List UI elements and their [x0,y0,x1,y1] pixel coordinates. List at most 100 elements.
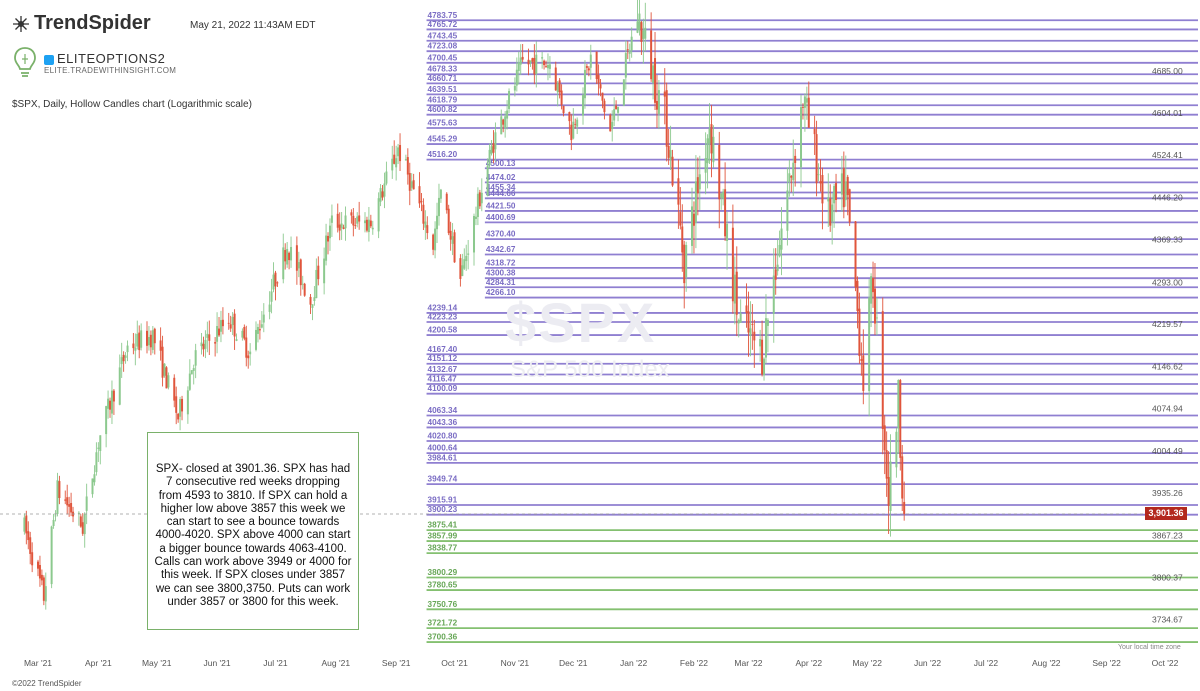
y-tick-label-9: 4004.49 [1152,446,1183,456]
candle [488,143,491,169]
candle [120,342,123,378]
candle [720,192,723,210]
resistance-level-label-23: 4284.31 [486,278,516,287]
support-level-label-0: 3875.41 [428,521,458,530]
candle [256,323,259,343]
twitter-icon [44,54,54,65]
x-tick-label-1: Apr '21 [85,658,112,668]
candle [554,61,557,91]
candle [221,307,224,335]
candle [642,18,645,64]
candle [691,187,694,254]
y-tick-label-8: 4074.94 [1152,404,1183,414]
candle [377,192,380,239]
candle [546,53,549,81]
candle [66,484,69,515]
candle [190,370,193,375]
resistance-level-label-28: 4167.40 [428,345,458,354]
candle [881,297,884,455]
candle [486,158,489,197]
y-tick-label-11: 3867.23 [1152,530,1183,540]
resistance-level-label-8: 4618.79 [428,96,458,105]
candle [140,323,143,351]
candle [233,309,236,350]
candle [282,233,285,284]
candle [558,78,561,99]
candle [463,248,466,270]
candle [235,333,238,342]
candle [188,359,191,391]
candle [105,405,108,448]
candle [313,286,316,306]
candle [297,251,300,278]
candle [309,294,312,314]
candle [597,64,600,96]
candle [288,251,291,270]
candle [258,320,261,340]
candle [638,0,641,36]
candle [192,364,195,385]
candle [64,490,67,505]
candle [835,173,838,213]
candle [776,239,779,276]
account-name: ELITEOPTIONS2 [57,51,166,66]
x-tick-label-9: Dec '21 [559,658,588,668]
candle [175,386,178,425]
resistance-level-label-27: 4200.58 [428,326,458,335]
candle [367,206,370,242]
candle [451,223,454,256]
y-tick-label-12: 3800.37 [1152,572,1183,582]
x-tick-label-18: Sep '22 [1092,658,1121,668]
candle [218,316,221,337]
timestamp: May 21, 2022 11:43AM EDT [190,20,316,31]
candle [813,115,816,155]
candle [574,118,577,129]
candle [617,106,620,122]
candle [286,241,289,268]
candle [159,327,162,361]
resistance-level-label-16: 4444.66 [486,189,516,198]
candle [295,236,298,285]
resistance-level-label-34: 4043.36 [428,418,458,427]
candle [299,258,302,296]
candle [875,297,878,336]
candle [371,220,374,235]
resistance-level-label-12: 4516.20 [428,150,458,159]
candle [83,512,86,548]
candle [508,88,511,114]
candle [461,253,464,277]
candle [68,496,71,517]
x-tick-label-16: Jul '22 [974,658,999,668]
candle [432,233,435,256]
candle [311,304,314,321]
candle [897,379,900,454]
candle [788,160,791,197]
candle [467,239,470,270]
candle [556,81,559,107]
candle [338,212,341,241]
candle [543,59,546,70]
candle [576,117,579,135]
candle [325,223,328,266]
candle [872,261,875,308]
resistance-level-label-10: 4575.63 [428,118,458,127]
candle [54,510,57,522]
candle [726,212,729,270]
x-tick-label-4: Jul '21 [263,658,288,668]
candle [262,303,265,333]
candle [548,56,551,79]
candle [58,475,61,505]
candle [124,352,127,364]
candle [245,325,248,367]
candle [889,434,892,537]
candle [601,92,604,109]
candle [399,133,402,172]
candle [681,204,684,272]
candle [655,75,658,128]
candle [628,43,631,62]
candle [794,149,797,187]
candle [206,321,209,353]
candle [473,213,476,266]
resistance-level-label-9: 4600.82 [428,105,458,114]
